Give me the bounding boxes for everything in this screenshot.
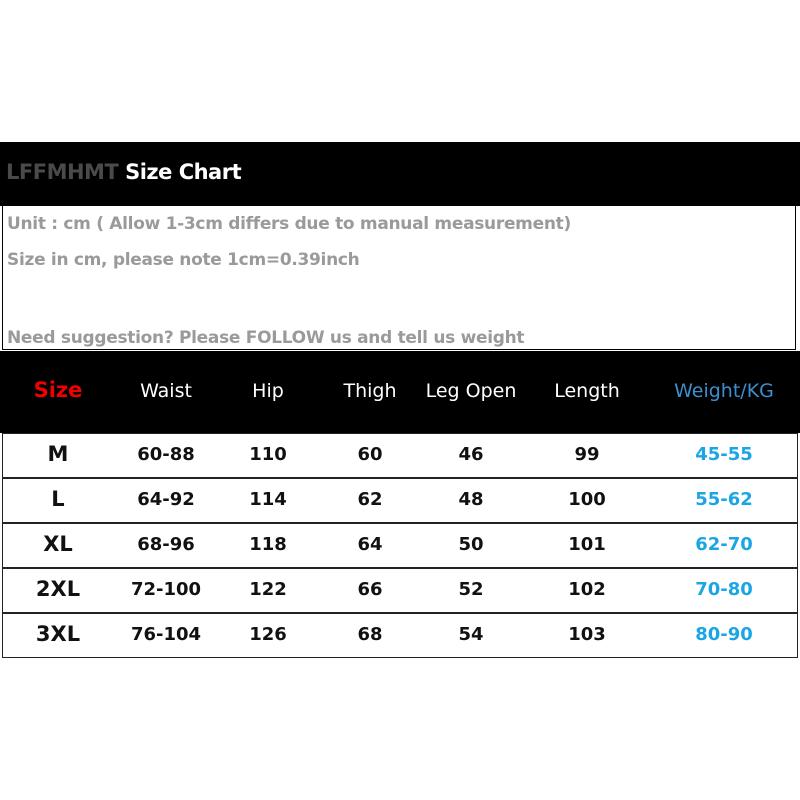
- column-header-weight: Weight/KG: [674, 380, 774, 402]
- column-header-length: Length: [554, 380, 620, 402]
- table-row: [2, 433, 798, 478]
- table-header: [0, 351, 800, 433]
- cell-thigh: 66: [357, 579, 383, 600]
- column-header-leg-open: Leg Open: [425, 380, 517, 402]
- notes-box: Unit : cm ( Allow 1-3cm differs due to m…: [2, 205, 796, 350]
- title-band: [0, 142, 800, 206]
- column-header-thigh: Thigh: [343, 380, 397, 402]
- cell-leg-open: 50: [458, 534, 484, 555]
- column-header-size: Size: [33, 378, 83, 402]
- cell-size: 2XL: [35, 577, 81, 601]
- cell-size: L: [51, 487, 65, 511]
- column-header-waist: Waist: [140, 380, 192, 402]
- note-conversion: Size in cm, please note 1cm=0.39inch: [7, 250, 360, 270]
- cell-thigh: 68: [357, 624, 383, 645]
- cell-length: 100: [568, 489, 606, 510]
- cell-waist: 72-100: [130, 579, 202, 600]
- cell-size: 3XL: [35, 622, 81, 646]
- cell-weight: 80-90: [695, 624, 753, 645]
- cell-leg-open: 54: [458, 624, 484, 645]
- cell-weight: 62-70: [695, 534, 753, 555]
- cell-waist: 64-92: [137, 489, 195, 510]
- cell-waist: 60-88: [137, 444, 195, 465]
- page-title: LFFMHMT Size Chart: [6, 160, 242, 184]
- cell-size: M: [47, 442, 69, 466]
- note-suggestion: Need suggestion? Please FOLLOW us and te…: [7, 328, 525, 348]
- cell-length: 101: [568, 534, 606, 555]
- cell-hip: 114: [249, 489, 287, 510]
- cell-length: 102: [568, 579, 606, 600]
- cell-hip: 126: [249, 624, 287, 645]
- cell-waist: 68-96: [137, 534, 195, 555]
- cell-length: 103: [568, 624, 606, 645]
- table-row: [2, 613, 798, 658]
- table-row: [2, 478, 798, 523]
- table-row: [2, 523, 798, 568]
- cell-thigh: 64: [357, 534, 383, 555]
- table-row: [2, 568, 798, 613]
- cell-leg-open: 52: [458, 579, 484, 600]
- cell-leg-open: 46: [458, 444, 484, 465]
- cell-weight: 45-55: [695, 444, 753, 465]
- column-header-hip: Hip: [252, 380, 284, 402]
- cell-hip: 122: [249, 579, 287, 600]
- cell-hip: 118: [249, 534, 287, 555]
- cell-leg-open: 48: [458, 489, 484, 510]
- note-unit: Unit : cm ( Allow 1-3cm differs due to m…: [7, 214, 571, 234]
- cell-size: XL: [43, 532, 73, 556]
- cell-thigh: 60: [357, 444, 383, 465]
- cell-weight: 70-80: [695, 579, 753, 600]
- cell-length: 99: [574, 444, 600, 465]
- cell-thigh: 62: [357, 489, 383, 510]
- brand-name: LFFMHMT: [6, 160, 119, 184]
- cell-weight: 55-62: [695, 489, 753, 510]
- cell-hip: 110: [249, 444, 287, 465]
- title-text: Size Chart: [125, 160, 242, 184]
- cell-waist: 76-104: [130, 624, 202, 645]
